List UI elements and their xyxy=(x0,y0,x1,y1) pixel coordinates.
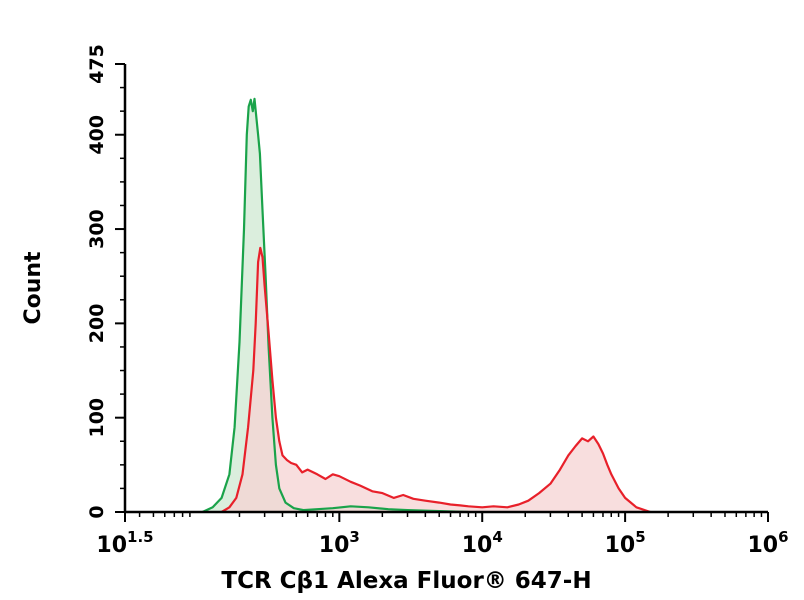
axes-layer: 0 100 200 300 400 475 101.5 103 104 105 106 xyxy=(86,44,789,558)
y-tick-label: 400 xyxy=(86,115,108,155)
series-1-line xyxy=(221,246,651,514)
y-tick-label: 0 xyxy=(86,505,108,518)
x-tick-label: 104 xyxy=(462,528,503,558)
x-tick-label: 101.5 xyxy=(96,528,153,558)
series-layer xyxy=(201,97,651,514)
plot-area xyxy=(125,64,768,512)
y-tick-label: 300 xyxy=(86,209,108,249)
y-axis-label: Count xyxy=(21,251,46,325)
y-tick-label: 100 xyxy=(86,398,108,438)
x-tick-label: 105 xyxy=(605,528,646,558)
series-1-area xyxy=(221,247,651,512)
plot-background xyxy=(125,64,768,512)
x-tick-label: 103 xyxy=(319,528,360,558)
y-tick-label: 475 xyxy=(86,44,108,84)
y-tick-label: 200 xyxy=(86,304,108,344)
x-tick-label: 106 xyxy=(747,528,788,558)
x-axis-label: TCR Cβ1 Alexa Fluor® 647-H xyxy=(221,568,591,594)
series-0-line xyxy=(201,97,469,514)
